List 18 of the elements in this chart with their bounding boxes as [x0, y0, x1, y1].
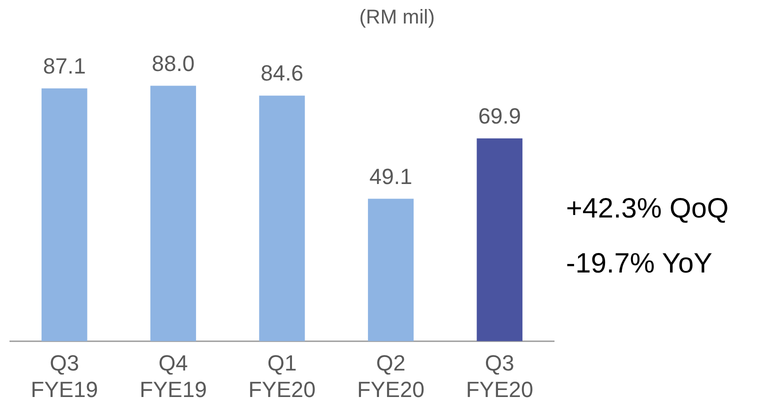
x-tick-label: Q1 FYE20: [248, 350, 316, 402]
bar: [42, 88, 88, 342]
bar: [476, 138, 522, 342]
bar: [150, 86, 196, 342]
bar: [259, 96, 305, 342]
bar: [368, 198, 414, 342]
x-tick-label: Q3 FYE19: [30, 350, 98, 402]
x-tick-label: Q4 FYE19: [140, 350, 207, 402]
data-label: 84.6: [260, 60, 304, 86]
data-label: 49.1: [369, 164, 412, 189]
x-tick-label: Q2 FYE20: [357, 350, 424, 402]
data-label: 87.1: [42, 53, 86, 78]
text: +42.3% QoQ: [566, 192, 729, 224]
text: -19.7% YoY: [566, 248, 713, 279]
data-label: 69.9: [478, 103, 522, 128]
text: (RM mil): [359, 6, 435, 29]
data-label: 88.0: [152, 50, 195, 76]
x-tick-label: Q3 FYE20: [466, 350, 534, 402]
